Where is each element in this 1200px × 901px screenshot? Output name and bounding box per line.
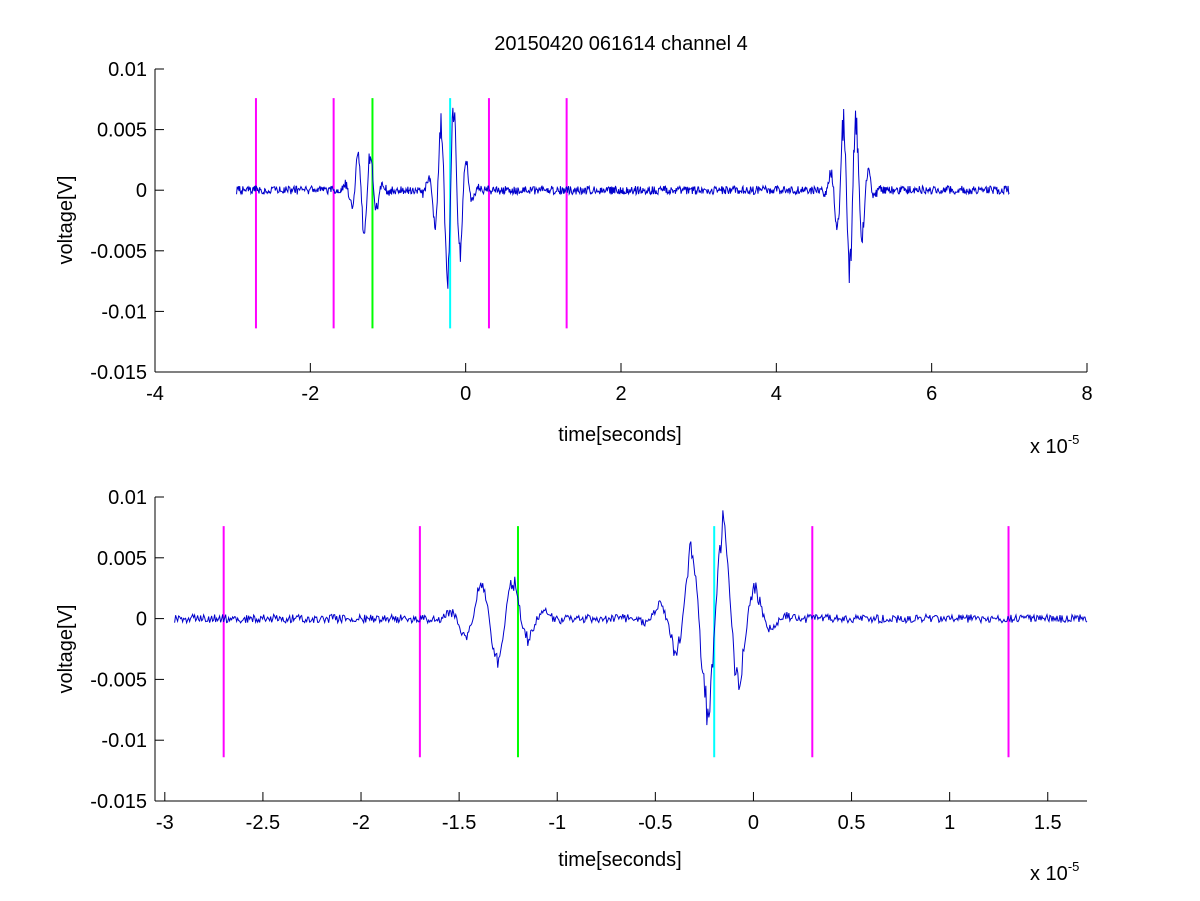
chart-title: 20150420 061614 channel 4 (494, 33, 748, 55)
bottom-x-tick-label: -1 (548, 812, 566, 834)
bottom-x-tick-label: -3 (156, 812, 174, 834)
bottom-y-tick-label: -0.01 (101, 730, 147, 752)
top-signal-trace (236, 107, 1010, 289)
bottom-y-tick-label: 0 (136, 609, 147, 631)
top-x-tick-label: 2 (615, 383, 626, 405)
top-ticks: -4 -2 0 2 4 6 8 0.01 0.005 0 -0.005 -0.01 -0.015 (90, 59, 1092, 405)
bottom-subplot: -3 -2.5 -2 -1.5 -1 -0.5 0 0.5 1 1.5 0.01 0.005 0 -0.0… (55, 487, 1088, 885)
bottom-ticks: -3 -2.5 -2 -1.5 -1 -0.5 0 0.5 1 1.5 0.01 0.005 0 -0.0… (90, 487, 1061, 834)
bottom-y-tick-label: 0.005 (97, 548, 147, 570)
top-x-tick-label: 0 (460, 383, 471, 405)
top-y-tick-label: -0.01 (101, 301, 147, 323)
bottom-x-tick-label: -2 (352, 812, 370, 834)
top-x-tick-label: -4 (146, 383, 164, 405)
top-x-exponent-base: x 10 (1030, 436, 1068, 458)
top-subplot: -4 -2 0 2 4 6 8 0.01 0.005 0 -0.005 -0.01 -0.015 tim… (55, 59, 1093, 458)
bottom-x-exponent: x 10-5 (1030, 859, 1079, 885)
bottom-x-tick-label: 0.5 (838, 812, 866, 834)
bottom-x-exponent-sup: -5 (1068, 859, 1080, 874)
top-y-tick-label: -0.005 (90, 241, 147, 263)
top-y-tick-label: -0.015 (90, 362, 147, 384)
bottom-y-tick-label: -0.005 (90, 669, 147, 691)
bottom-x-tick-label: -2.5 (246, 812, 280, 834)
bottom-x-tick-label: 0 (748, 812, 759, 834)
bottom-y-tick-label: 0.01 (108, 487, 147, 509)
bottom-signal-trace (174, 510, 1088, 726)
bottom-x-axis-label: time[seconds] (558, 849, 681, 871)
bottom-x-tick-label: -0.5 (638, 812, 672, 834)
top-markers (254, 98, 568, 329)
top-y-tick-label: 0 (136, 180, 147, 202)
bottom-x-tick-label: 1.5 (1034, 812, 1062, 834)
bottom-y-tick-label: -0.015 (90, 791, 147, 813)
top-x-exponent-sup: -5 (1068, 432, 1080, 447)
bottom-y-axis-label: voltage[V] (55, 605, 77, 694)
bottom-x-tick-label: -1.5 (442, 812, 476, 834)
bottom-x-tick-label: 1 (944, 812, 955, 834)
bottom-x-exponent-base: x 10 (1030, 863, 1068, 885)
top-x-axis-label: time[seconds] (558, 424, 681, 446)
top-x-tick-label: -2 (301, 383, 319, 405)
top-y-tick-label: 0.01 (108, 59, 147, 81)
top-x-tick-label: 6 (926, 383, 937, 405)
top-x-tick-label: 4 (771, 383, 782, 405)
top-x-exponent: x 10-5 (1030, 432, 1079, 458)
top-y-axis-label: voltage[V] (55, 176, 77, 265)
top-x-tick-label: 8 (1081, 383, 1092, 405)
bottom-markers (222, 526, 1010, 758)
top-y-tick-label: 0.005 (97, 120, 147, 142)
